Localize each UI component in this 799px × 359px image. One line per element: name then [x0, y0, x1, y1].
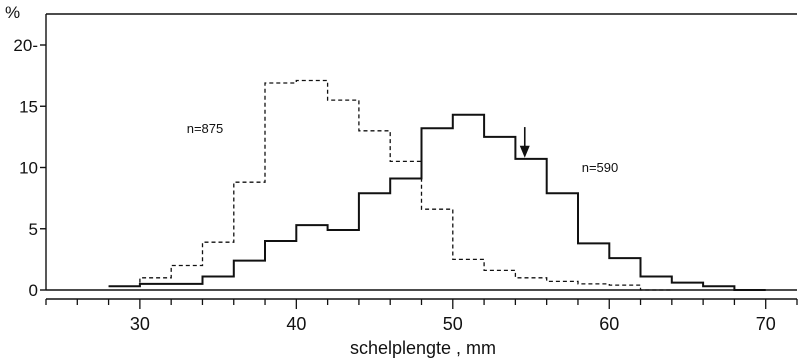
series-step-1: [108, 113, 766, 291]
x-tick-label: 30: [130, 314, 150, 334]
arrow-head: [519, 145, 530, 158]
y-tick-label: 0: [29, 281, 38, 300]
y-axis-label: %: [5, 3, 20, 22]
y-tick-label: 20-: [13, 36, 38, 55]
series-label-n875: n=875: [187, 121, 224, 136]
x-axis-label: schelplengte , mm: [350, 338, 496, 358]
series-step-0: [108, 79, 672, 291]
series-label-n590: n=590: [582, 160, 619, 175]
x-tick-label: 50: [443, 314, 463, 334]
axis-ticks: 0 5 10 15 20- 30 40 50 60 70: [13, 36, 798, 334]
x-tick-label: 40: [286, 314, 306, 334]
y-tick-label: 15: [19, 97, 38, 116]
x-tick-label: 70: [756, 314, 776, 334]
x-tick-label: 60: [599, 314, 619, 334]
y-tick-label: 5: [29, 220, 38, 239]
annotation-arrow: [519, 127, 530, 158]
chart-series: [108, 79, 766, 291]
y-tick-label: 10: [19, 159, 38, 178]
